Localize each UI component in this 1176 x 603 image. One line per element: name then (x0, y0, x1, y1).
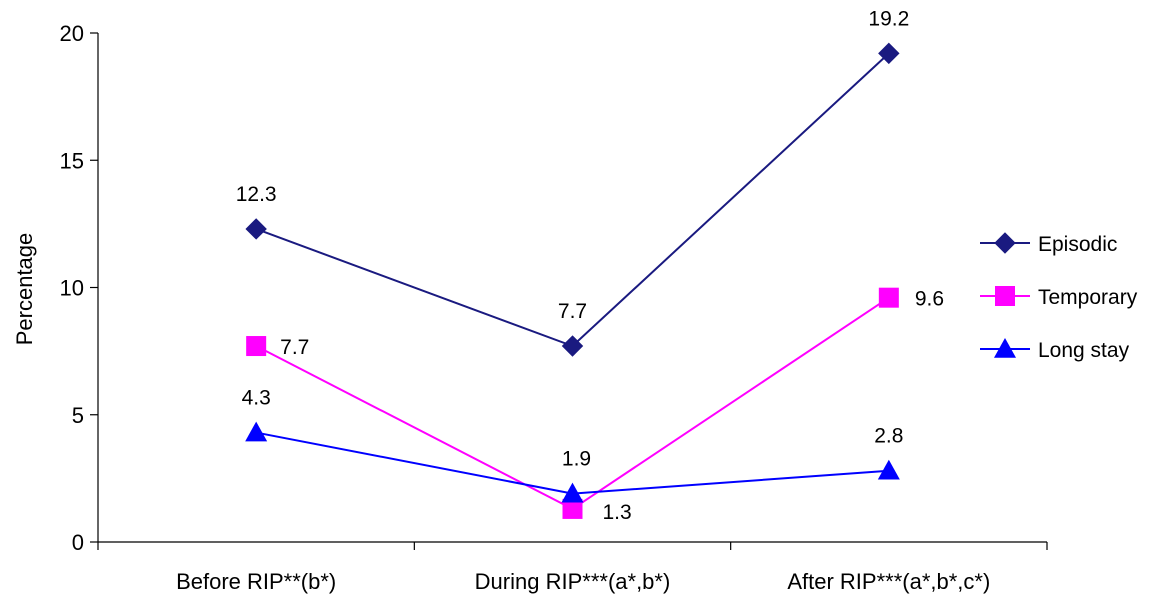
data-label: 12.3 (236, 183, 277, 206)
y-tick-label: 20 (60, 21, 84, 46)
square-marker (878, 287, 899, 308)
diamond-marker (561, 335, 584, 357)
y-tick-label: 15 (60, 148, 84, 173)
axes: 0 5 10 15 20 Before RIP**(b*) During RIP***(a*… (60, 21, 1048, 594)
series-episodic (245, 42, 900, 357)
diamond-marker (878, 42, 900, 65)
data-label: 1.3 (603, 501, 632, 524)
x-tick-label: After RIP***(a*,b*,c*) (787, 569, 990, 594)
legend-item: Long stay (980, 338, 1130, 362)
legend-item: Temporary (980, 286, 1138, 309)
diamond-marker (245, 218, 267, 240)
data-label: 1.9 (562, 448, 591, 471)
triangle-marker (561, 482, 584, 503)
legend-item: Episodic (980, 232, 1117, 256)
data-label: 4.3 (242, 387, 271, 410)
data-label: 9.6 (915, 288, 944, 311)
x-tick-label: Before RIP**(b*) (176, 569, 336, 594)
data-label: 7.7 (280, 336, 309, 359)
triangle-marker (245, 421, 268, 442)
legend-label: Temporary (1038, 286, 1138, 309)
series-layer (245, 42, 900, 519)
series-temporary (246, 287, 899, 519)
y-tick-label: 0 (72, 530, 84, 555)
data-label: 7.7 (558, 300, 587, 323)
data-labels: 12.3 7.7 19.2 7.7 1.3 9.6 4.3 1.9 2.8 (236, 7, 944, 524)
legend-label: Episodic (1038, 233, 1117, 256)
data-label: 19.2 (868, 7, 909, 30)
y-tick-label: 5 (72, 403, 84, 428)
legend-label: Long stay (1038, 339, 1130, 362)
data-label: 2.8 (874, 425, 903, 448)
diamond-marker (994, 232, 1016, 254)
triangle-marker (994, 338, 1016, 358)
square-marker (995, 286, 1015, 306)
series-long-stay (245, 421, 900, 503)
x-tick-label: During RIP***(a*,b*) (475, 569, 671, 594)
legend: Episodic Temporary Long stay (980, 232, 1138, 362)
triangle-marker (877, 459, 900, 480)
square-marker (562, 498, 583, 519)
square-marker (246, 336, 267, 357)
y-axis-label: Percentage (12, 233, 37, 346)
y-tick-label: 10 (60, 276, 84, 301)
